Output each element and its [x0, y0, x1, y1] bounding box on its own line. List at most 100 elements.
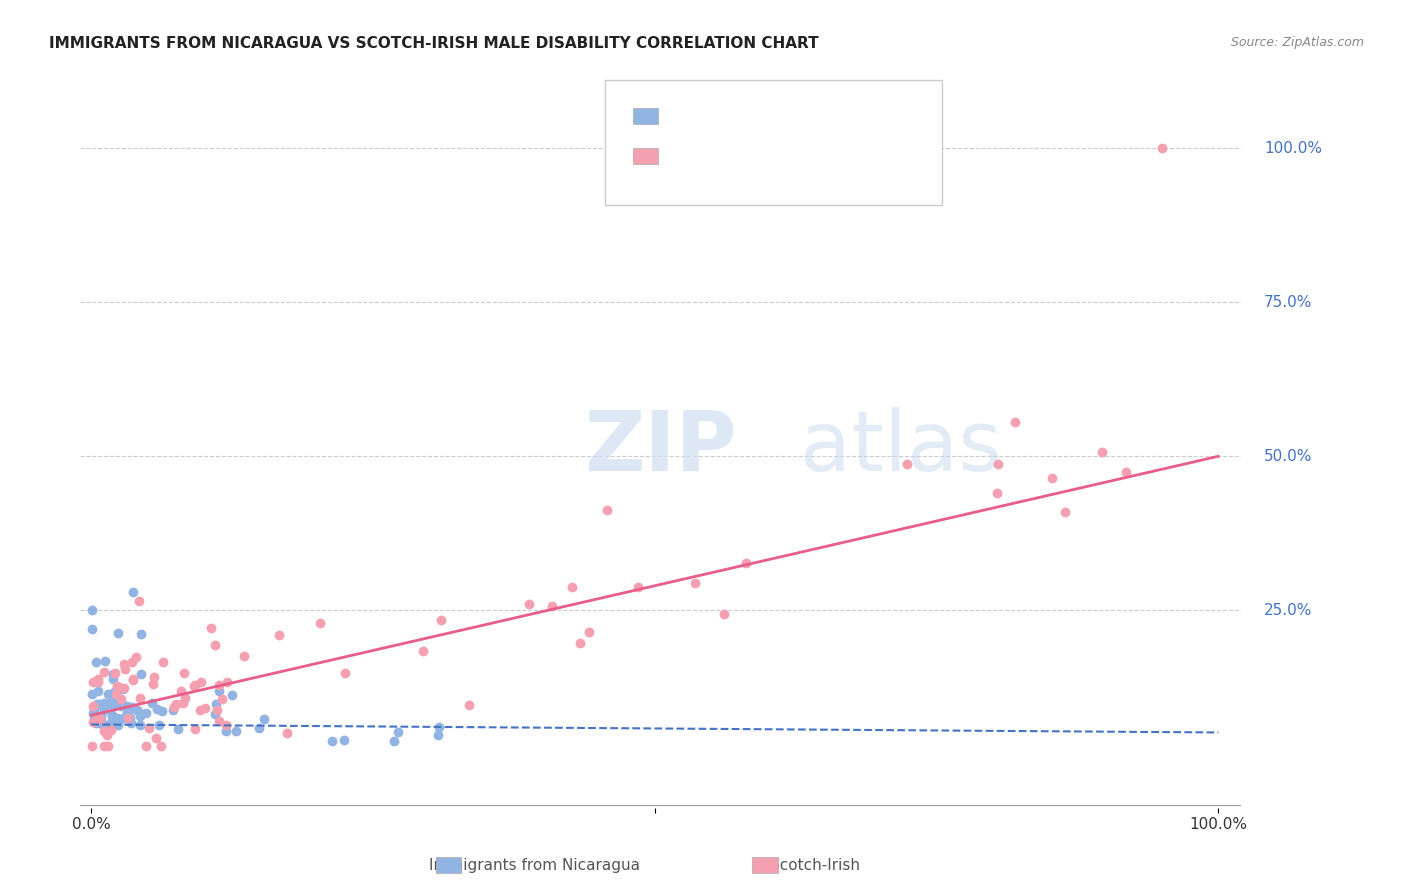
Point — [104, 665, 127, 680]
Point — [82, 739, 104, 753]
Point — [247, 721, 270, 735]
Point — [430, 613, 453, 627]
Text: 83: 83 — [806, 149, 825, 163]
Point — [101, 691, 124, 706]
Text: 81: 81 — [806, 109, 825, 123]
Point — [225, 723, 247, 738]
Point — [1115, 465, 1137, 479]
Point — [83, 702, 105, 716]
Point — [253, 712, 276, 726]
Text: N =: N = — [778, 109, 811, 123]
Point — [561, 581, 583, 595]
Text: 25.0%: 25.0% — [1264, 603, 1312, 618]
Point — [86, 711, 108, 725]
Point — [204, 697, 226, 711]
Point — [96, 739, 118, 753]
Point — [121, 673, 143, 688]
Point — [148, 718, 170, 732]
Point — [333, 733, 356, 747]
Point — [163, 699, 186, 714]
Point — [82, 714, 104, 729]
Point — [86, 698, 108, 712]
Point — [115, 698, 138, 713]
Text: R =: R = — [669, 149, 703, 163]
Point — [103, 698, 125, 713]
Point — [105, 710, 128, 724]
Point — [80, 603, 103, 617]
Point — [188, 703, 211, 717]
Point — [90, 713, 112, 727]
Point — [184, 678, 207, 692]
Point — [90, 715, 112, 730]
Point — [150, 704, 173, 718]
Point — [208, 678, 231, 692]
Point — [80, 623, 103, 637]
Point — [121, 700, 143, 714]
Point — [87, 674, 110, 689]
Point — [105, 679, 128, 693]
Point — [97, 687, 120, 701]
Point — [1040, 471, 1063, 485]
Point — [108, 712, 131, 726]
Point — [110, 692, 132, 706]
Point — [152, 655, 174, 669]
Text: 50.0%: 50.0% — [1264, 449, 1312, 464]
Point — [83, 713, 105, 727]
Point — [412, 643, 434, 657]
Point — [165, 697, 187, 711]
Point — [101, 714, 124, 729]
Point — [94, 699, 117, 714]
Point — [86, 684, 108, 698]
Point — [105, 698, 128, 712]
Point — [96, 728, 118, 742]
Point — [108, 680, 131, 694]
Point — [121, 655, 143, 669]
Text: 0.478: 0.478 — [697, 149, 741, 163]
Point — [1150, 141, 1173, 155]
Text: IMMIGRANTS FROM NICARAGUA VS SCOTCH-IRISH MALE DISABILITY CORRELATION CHART: IMMIGRANTS FROM NICARAGUA VS SCOTCH-IRIS… — [49, 36, 818, 51]
Point — [127, 703, 149, 717]
Point — [135, 706, 157, 720]
Point — [105, 687, 128, 701]
Point — [101, 667, 124, 681]
Point — [194, 700, 217, 714]
Point — [82, 698, 104, 713]
Point — [142, 677, 165, 691]
Point — [87, 672, 110, 686]
Point — [103, 684, 125, 698]
Point — [125, 649, 148, 664]
Point — [183, 679, 205, 693]
Text: R =: R = — [669, 109, 703, 123]
Point — [208, 684, 231, 698]
Point — [142, 670, 165, 684]
Point — [233, 648, 256, 663]
Point — [129, 667, 152, 681]
Text: -0.023: -0.023 — [697, 109, 747, 123]
Point — [128, 709, 150, 723]
Point — [111, 682, 134, 697]
Point — [100, 723, 122, 738]
Point — [82, 687, 104, 701]
Point — [84, 716, 107, 731]
Point — [90, 708, 112, 723]
Point — [267, 628, 290, 642]
Point — [215, 718, 238, 732]
Point — [82, 706, 104, 721]
Point — [84, 655, 107, 669]
Point — [1054, 505, 1077, 519]
Point — [107, 626, 129, 640]
Point — [162, 703, 184, 717]
Point — [128, 594, 150, 608]
Point — [93, 724, 115, 739]
Point — [896, 457, 918, 471]
Point — [568, 636, 591, 650]
Point — [335, 666, 357, 681]
Point — [735, 556, 758, 570]
Point — [204, 638, 226, 652]
Point — [387, 725, 409, 739]
Point — [190, 674, 212, 689]
Text: Immigrants from Nicaragua: Immigrants from Nicaragua — [429, 858, 640, 872]
Point — [215, 675, 238, 690]
Point — [83, 711, 105, 725]
Point — [129, 691, 152, 706]
